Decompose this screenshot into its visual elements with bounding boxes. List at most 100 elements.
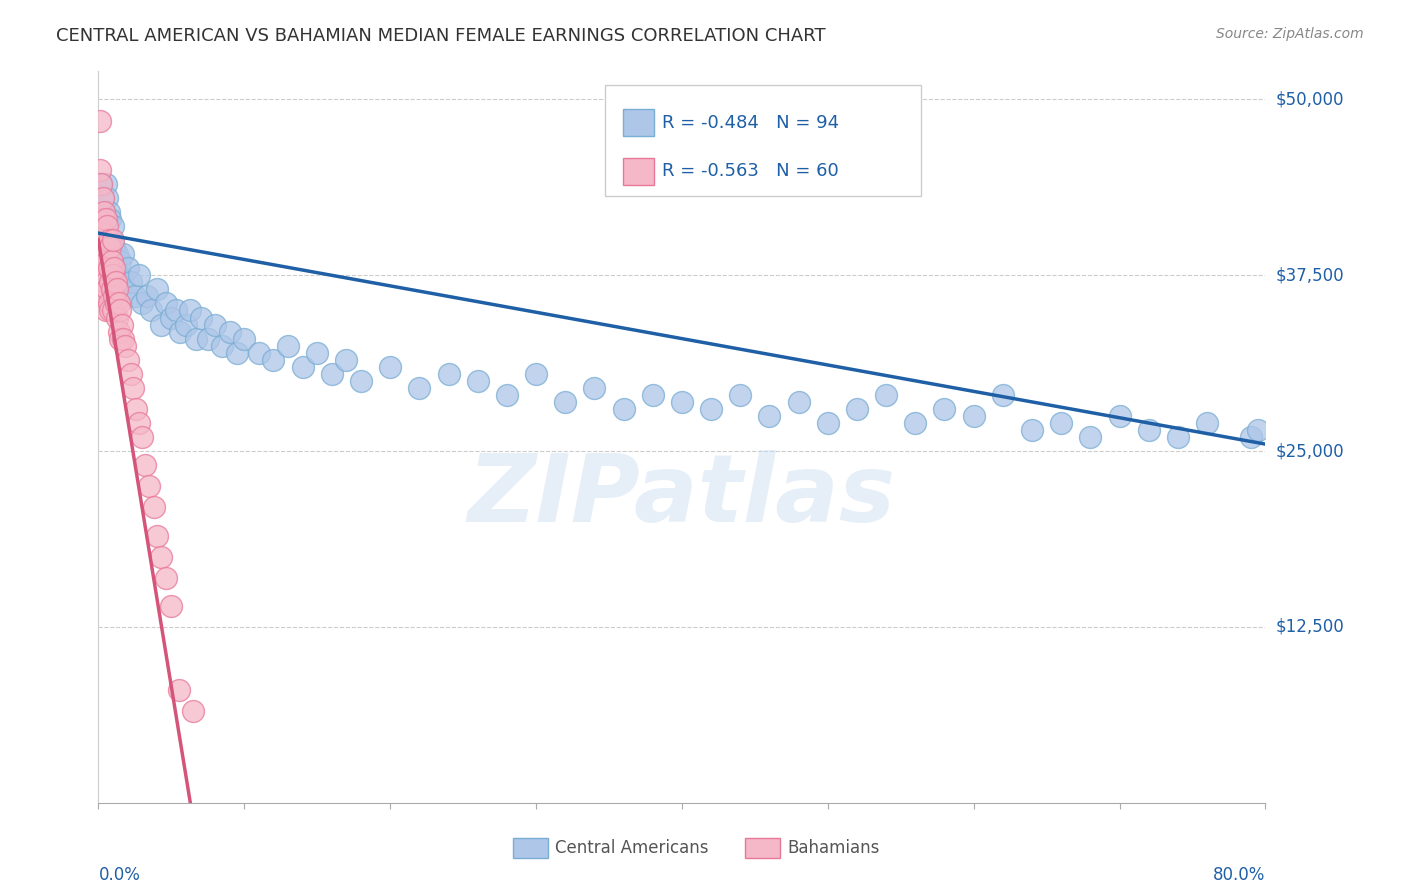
Point	[160, 599, 183, 613]
Point	[1050, 416, 1073, 430]
Point	[1167, 430, 1189, 444]
Text: ZIPatlas: ZIPatlas	[468, 450, 896, 541]
Point	[94, 247, 117, 261]
Point	[155, 296, 177, 310]
Point	[350, 374, 373, 388]
Point	[204, 318, 226, 332]
Point	[277, 338, 299, 352]
Point	[93, 268, 115, 283]
Point	[98, 276, 121, 290]
Point	[103, 289, 125, 303]
Point	[467, 374, 489, 388]
Point	[226, 345, 249, 359]
Point	[179, 303, 201, 318]
Point	[125, 401, 148, 416]
Point	[112, 247, 135, 261]
Point	[117, 261, 139, 276]
Point	[91, 261, 114, 276]
Point	[105, 310, 128, 325]
Point	[104, 276, 127, 290]
Point	[110, 254, 132, 268]
Point	[146, 282, 169, 296]
Point	[111, 276, 134, 290]
Point	[846, 401, 869, 416]
Point	[135, 289, 157, 303]
Point	[991, 388, 1014, 402]
Point	[90, 276, 112, 290]
Point	[496, 388, 519, 402]
Text: 0.0%: 0.0%	[98, 866, 141, 884]
Text: Source: ZipAtlas.com: Source: ZipAtlas.com	[1216, 27, 1364, 41]
Point	[583, 381, 606, 395]
Point	[131, 430, 153, 444]
Point	[94, 177, 117, 191]
Point	[101, 219, 124, 233]
Point	[91, 226, 114, 240]
Point	[94, 276, 117, 290]
Point	[110, 332, 132, 346]
Point	[105, 282, 128, 296]
Point	[101, 233, 124, 247]
Point	[100, 282, 122, 296]
Point	[155, 571, 177, 585]
Point	[437, 367, 460, 381]
Point	[904, 416, 927, 430]
Point	[108, 296, 131, 310]
Point	[165, 303, 187, 318]
Point	[98, 212, 121, 227]
Point	[93, 240, 115, 254]
Point	[89, 219, 111, 233]
Point	[142, 500, 165, 515]
Point	[524, 367, 547, 381]
Point	[91, 289, 114, 303]
Text: Central Americans: Central Americans	[555, 839, 709, 857]
Point	[758, 409, 780, 423]
Point	[105, 247, 128, 261]
Point	[160, 310, 183, 325]
Point	[94, 303, 117, 318]
Point	[108, 268, 131, 283]
Point	[150, 549, 173, 564]
Point	[96, 254, 118, 268]
Point	[90, 212, 112, 227]
Point	[97, 296, 120, 310]
Point	[186, 332, 208, 346]
Point	[96, 282, 118, 296]
Point	[108, 325, 131, 339]
Point	[104, 276, 127, 290]
Point	[97, 233, 120, 247]
Point	[98, 303, 121, 318]
Point	[96, 233, 118, 247]
Point	[167, 683, 190, 698]
Point	[97, 261, 120, 276]
Point	[321, 367, 343, 381]
Text: R = -0.563   N = 60: R = -0.563 N = 60	[662, 162, 839, 180]
Point	[101, 268, 124, 283]
Point	[817, 416, 839, 430]
Point	[89, 113, 111, 128]
Point	[218, 325, 240, 339]
Point	[120, 276, 142, 290]
Point	[138, 479, 160, 493]
Point	[93, 240, 115, 254]
Point	[1080, 430, 1102, 444]
Point	[700, 401, 723, 416]
Point	[291, 359, 314, 374]
Point	[787, 395, 810, 409]
Point	[94, 254, 117, 268]
Point	[335, 352, 357, 367]
Point	[89, 205, 111, 219]
Point	[1195, 416, 1218, 430]
Point	[111, 318, 134, 332]
Point	[101, 261, 124, 276]
Point	[730, 388, 752, 402]
Point	[112, 332, 135, 346]
Point	[124, 289, 146, 303]
Text: 80.0%: 80.0%	[1213, 866, 1265, 884]
Point	[110, 303, 132, 318]
Text: CENTRAL AMERICAN VS BAHAMIAN MEDIAN FEMALE EARNINGS CORRELATION CHART: CENTRAL AMERICAN VS BAHAMIAN MEDIAN FEMA…	[56, 27, 825, 45]
Point	[122, 381, 145, 395]
Point	[128, 268, 150, 283]
Point	[104, 261, 127, 276]
Point	[100, 254, 122, 268]
